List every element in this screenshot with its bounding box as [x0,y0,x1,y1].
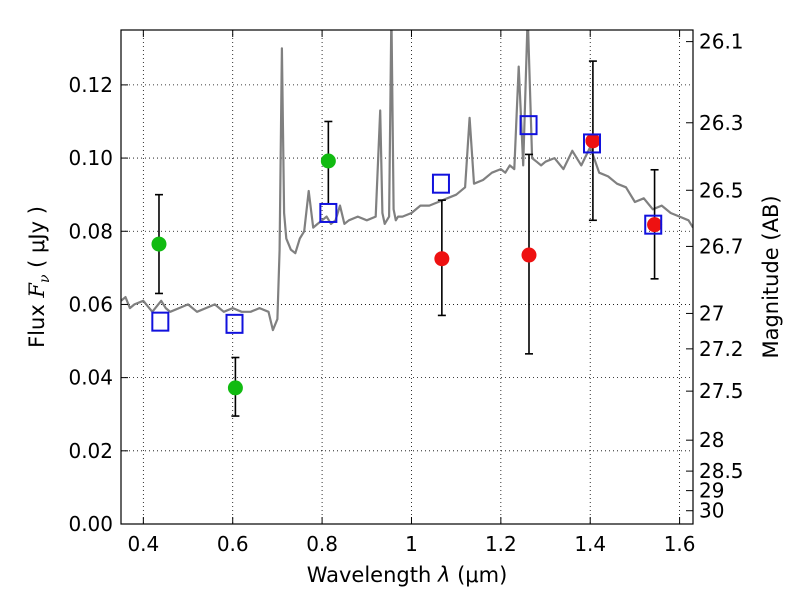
x-tick-label: 1.6 [664,532,696,556]
red-data-point [585,133,601,149]
magnitude-tick-label: 28 [699,428,724,452]
x-tick-label: 0.4 [127,532,159,556]
magnitude-tick-label: 26.7 [699,234,744,258]
model-square-point [225,313,244,334]
y-tick-label: 0.06 [68,292,113,316]
magnitude-tick-label: 28.5 [699,459,744,483]
model-square-point [319,202,338,223]
x-tick-label: 1.2 [485,532,517,556]
x-tick-label: 0.6 [217,532,249,556]
magnitude-tick-label: 26.3 [699,111,744,135]
magnitude-tick-label: 27 [699,301,724,325]
magnitude-tick-label: 29 [699,479,724,503]
y-tick-label: 0.00 [68,512,113,536]
x-tick-label: 1.4 [574,532,606,556]
x-tick-label: 1 [405,532,418,556]
green-data-point [151,236,167,252]
y-tick-label: 0.04 [68,366,113,390]
y-tick-label: 0.08 [68,219,113,243]
magnitude-axis-title: Magnitude (AB) [759,195,783,358]
magnitude-tick-label: 26.5 [699,178,744,202]
red-data-point [521,247,537,263]
green-data-point [320,153,336,169]
magnitude-tick-label: 27.2 [699,337,744,361]
green-data-point [227,380,243,396]
marker-layer [151,115,663,396]
tick-labels-layer: 0.4 0.6 0.8 1 1.2 1.4 1.6 0.00 0.02 0.04 0.06 0.08 0… [68,30,743,556]
red-data-point [647,217,663,233]
plot-frame [120,29,694,525]
y-axis-title: Flux Fν ( μJy ) [25,206,53,348]
ticks-layer [121,30,693,525]
magnitude-tick-label: 30 [699,499,724,523]
model-square-point [431,173,450,194]
y-tick-label: 0.12 [68,73,113,97]
y-tick-label: 0.02 [68,439,113,463]
grid [121,30,693,525]
model-square-point [151,311,170,332]
template-spectrum-line [121,30,693,332]
magnitude-tick-label: 26.1 [699,30,744,54]
x-tick-label: 0.8 [306,532,338,556]
errorbar-layer [154,60,659,417]
x-axis-title: Wavelength λ (μm) [307,563,508,587]
template-spectrum-layer [121,30,693,332]
y-tick-label: 0.10 [68,146,113,170]
model-square-point [583,133,602,154]
red-data-point [434,251,450,267]
magnitude-tick-label: 27.5 [699,379,744,403]
model-square-point [644,214,663,235]
model-square-point [519,115,538,136]
